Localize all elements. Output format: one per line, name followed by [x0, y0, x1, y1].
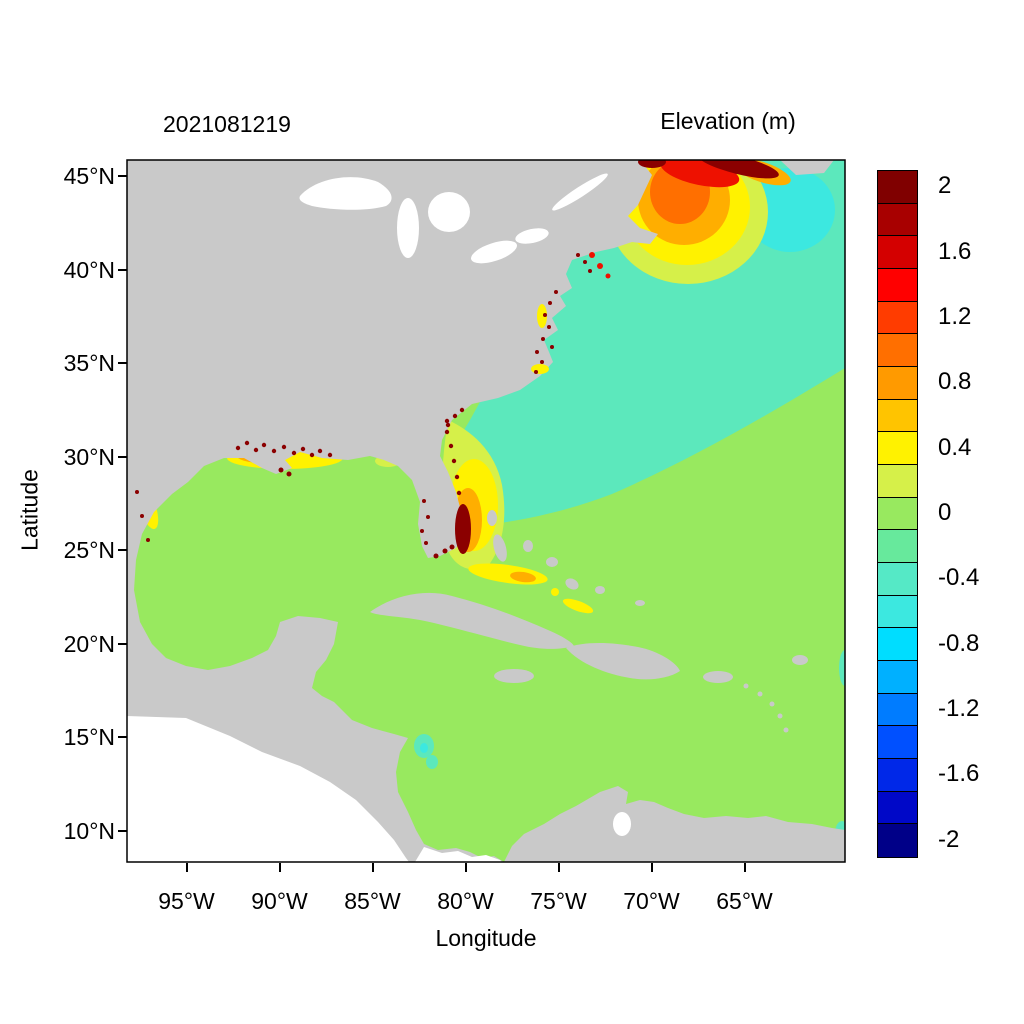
lake-ontario	[515, 228, 549, 244]
colorbar-tick-label: -1.2	[938, 695, 980, 722]
hispaniola	[566, 643, 680, 680]
colorbar-tick-label: 0	[938, 499, 952, 526]
nova-scotia	[780, 160, 834, 175]
y-tick-label: 20°N	[63, 630, 115, 657]
colorbar	[877, 170, 918, 858]
y-tick-mark	[118, 175, 127, 177]
north-america	[127, 160, 658, 862]
x-tick-mark	[278, 863, 281, 872]
y-tick-mark	[118, 362, 127, 364]
colorbar-tick-label: -2	[938, 825, 960, 853]
y-tick-label: 10°N	[63, 817, 115, 844]
colorbar-tick-label: -0.4	[938, 564, 980, 592]
colorbar-band	[878, 791, 917, 825]
colorbar-tick-label: -1.6	[938, 760, 980, 788]
x-tick-mark	[371, 863, 374, 872]
puerto-rico	[703, 671, 733, 683]
y-tick-mark	[118, 642, 127, 645]
colorbar-band	[878, 563, 917, 596]
dark-red-features	[135, 160, 779, 559]
x-tick-label: 90°W	[251, 888, 308, 914]
colorbar-band	[878, 595, 917, 629]
y-tick-label: 40°N	[63, 256, 115, 283]
x-tick-label: 65°W	[716, 888, 773, 914]
colorbar-band	[878, 334, 917, 367]
x-tick-label: 85°W	[344, 888, 401, 914]
y-tick-mark	[118, 829, 127, 832]
y-tick-mark	[118, 736, 127, 738]
jamaica	[494, 669, 534, 683]
colorbar-band	[878, 236, 917, 269]
colorbar-band	[878, 530, 917, 563]
lake-erie	[471, 240, 517, 264]
colorbar-band	[878, 628, 917, 661]
figure-timestamp: 2021081219	[163, 111, 291, 137]
st-lawrence	[552, 173, 608, 211]
x-tick-mark	[743, 863, 746, 872]
miami-surge-max	[455, 504, 471, 554]
x-tick-label: 75°W	[530, 888, 587, 914]
y-tick-mark	[118, 455, 127, 458]
colorbar-band	[878, 759, 917, 792]
y-tick-mark	[118, 268, 127, 271]
white-areas	[127, 173, 631, 862]
colorbar-band	[878, 203, 917, 237]
cuba	[370, 592, 574, 649]
colorbar-tick-label: 0.4	[938, 433, 972, 461]
y-tick-label: 25°N	[63, 537, 115, 563]
colorbar-band	[878, 301, 917, 335]
x-tick-mark	[185, 863, 188, 872]
colorbar-band	[878, 367, 917, 400]
figure-variable-title: Elevation (m)	[660, 108, 796, 134]
land-layer	[127, 160, 845, 862]
south-america	[504, 786, 845, 862]
colorbar-band	[878, 661, 917, 694]
plot-border	[126, 159, 846, 863]
lake-michigan	[397, 198, 419, 258]
colorbar-band	[878, 399, 917, 433]
x-tick-mark	[557, 863, 560, 872]
colorbar-band	[878, 465, 917, 498]
colorbar-band	[878, 693, 917, 727]
y-tick-label: 30°N	[63, 443, 115, 470]
x-tick-label: 95°W	[158, 888, 215, 914]
lake-superior	[299, 177, 392, 210]
colorbar-band	[878, 824, 917, 857]
colorbar-band	[878, 432, 917, 465]
y-tick-label: 15°N	[63, 724, 115, 750]
colorbar-tick-label: 2	[938, 172, 952, 200]
panama-gap	[415, 847, 502, 862]
colorbar-band	[878, 171, 917, 204]
colorbar-tick-label: -0.8	[938, 629, 980, 657]
x-tick-mark	[650, 863, 653, 872]
colorbar-tick-label: 1.6	[938, 237, 972, 265]
x-tick-mark	[464, 863, 467, 872]
colorbar-band	[878, 269, 917, 302]
lake-huron	[428, 192, 470, 232]
colorbar-band	[878, 497, 917, 531]
y-tick-label: 35°N	[63, 350, 115, 376]
pacific	[127, 716, 409, 862]
colorbar-tick-label: 0.8	[938, 368, 972, 396]
x-tick-label: 70°W	[623, 888, 680, 914]
y-tick-mark	[118, 549, 127, 551]
y-tick-label: 45°N	[63, 163, 115, 189]
colorbar-band	[878, 726, 917, 759]
lake-maracaibo	[613, 812, 631, 836]
colorbar-tick-label: 1.2	[938, 303, 972, 330]
x-axis-title: Longitude	[435, 925, 537, 951]
x-tick-label: 80°W	[437, 888, 494, 914]
